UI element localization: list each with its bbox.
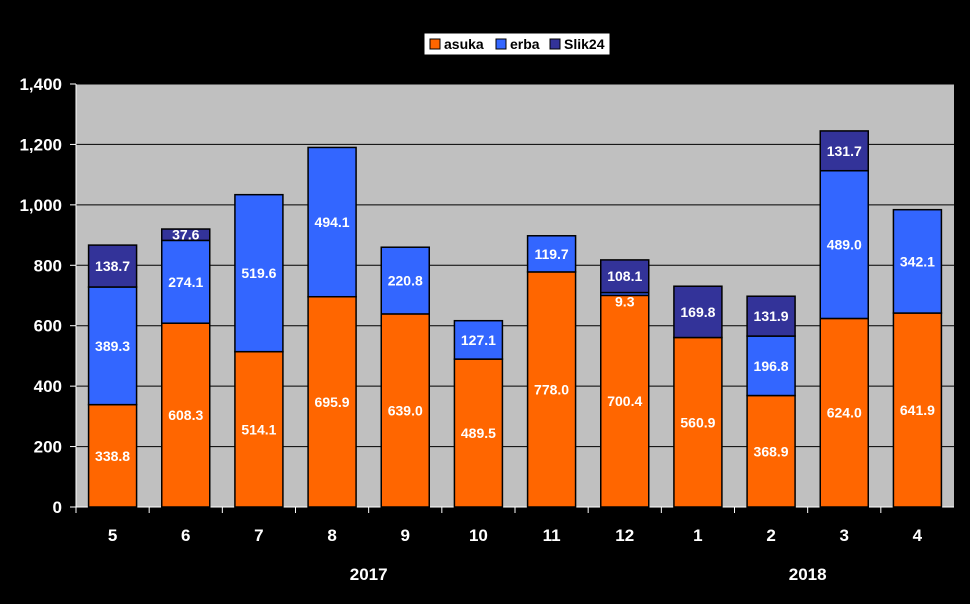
data-label: 338.8 xyxy=(95,448,130,464)
x-category-label: 3 xyxy=(840,526,849,545)
data-label: 196.8 xyxy=(754,358,789,374)
bar-erba-3 xyxy=(819,169,869,320)
legend-swatch-erba xyxy=(495,38,507,50)
x-category-label: 11 xyxy=(543,526,561,545)
x-category-label: 2 xyxy=(766,526,775,545)
data-label: 274.1 xyxy=(168,274,203,290)
x-category-label: 9 xyxy=(401,526,410,545)
data-label: 108.1 xyxy=(607,268,642,284)
legend-box xyxy=(423,32,611,56)
legend-label-slik24: Slik24 xyxy=(564,36,605,52)
bar-erba-5 xyxy=(87,286,138,406)
data-label: 560.9 xyxy=(680,414,715,430)
bar-asuka-6 xyxy=(161,322,211,508)
x-year-label: 2017 xyxy=(350,565,388,584)
x-category-label: 10 xyxy=(469,526,488,545)
data-label: 169.8 xyxy=(680,304,715,320)
bar-erba-7 xyxy=(234,193,284,353)
bar-asuka-11 xyxy=(526,271,577,508)
plot-area xyxy=(76,84,954,507)
x-category-label: 6 xyxy=(181,526,190,545)
bar-erba-2 xyxy=(746,335,796,397)
y-tick-label: 0 xyxy=(53,498,62,517)
data-label: 131.9 xyxy=(754,308,789,324)
bar-slik24-3 xyxy=(819,130,869,172)
bar-asuka-5 xyxy=(87,403,138,508)
bar-asuka-7 xyxy=(234,350,284,508)
data-label: 700.4 xyxy=(607,393,642,409)
data-label: 514.1 xyxy=(241,421,276,437)
x-category-label: 8 xyxy=(327,526,336,545)
data-label: 368.9 xyxy=(754,443,789,459)
data-label: 641.9 xyxy=(900,402,935,418)
data-label: 489.5 xyxy=(461,425,496,441)
data-label: 489.0 xyxy=(827,237,862,253)
x-category-label: 5 xyxy=(108,526,117,545)
bar-asuka-4 xyxy=(892,312,943,508)
data-label: 9.3 xyxy=(615,294,635,310)
data-label: 519.6 xyxy=(241,265,276,281)
x-category-label: 1 xyxy=(693,526,702,545)
data-label: 131.7 xyxy=(827,143,862,159)
data-label: 138.7 xyxy=(95,258,130,274)
bar-slik24-6 xyxy=(161,228,211,242)
y-tick-label: 1,200 xyxy=(19,135,62,154)
bar-slik24-2 xyxy=(746,295,796,337)
y-tick-label: 1,000 xyxy=(19,196,62,215)
bar-slik24-1 xyxy=(673,285,723,339)
legend-label-erba: erba xyxy=(510,36,540,52)
data-label: 119.7 xyxy=(534,246,568,262)
x-category-label: 7 xyxy=(254,526,263,545)
legend-label-asuka: asuka xyxy=(444,36,484,52)
legend-swatch-slik24 xyxy=(549,38,561,50)
bar-asuka-1 xyxy=(673,336,723,508)
bar-asuka-10 xyxy=(453,358,504,508)
bar-asuka-12 xyxy=(600,294,650,508)
data-label: 494.1 xyxy=(315,214,350,230)
bar-erba-11 xyxy=(526,235,577,273)
y-tick-label: 600 xyxy=(34,317,62,336)
bar-erba-10 xyxy=(453,319,504,360)
bar-asuka-8 xyxy=(307,295,357,508)
data-label: 37.6 xyxy=(172,227,199,243)
bar-asuka-9 xyxy=(380,313,430,508)
bar-slik24-5 xyxy=(87,244,138,288)
data-label: 342.1 xyxy=(900,253,935,269)
legend-swatch-asuka xyxy=(429,38,441,50)
x-category-label: 4 xyxy=(913,526,923,545)
data-label: 624.0 xyxy=(827,405,862,421)
y-tick-label: 1,400 xyxy=(19,75,62,94)
data-label: 389.3 xyxy=(95,338,130,354)
bar-erba-8 xyxy=(307,146,357,298)
x-year-label: 2018 xyxy=(789,565,827,584)
bar-erba-9 xyxy=(380,246,430,315)
data-label: 127.1 xyxy=(461,332,496,348)
bar-erba-6 xyxy=(161,239,211,324)
bar-slik24-12 xyxy=(600,259,650,294)
data-label: 778.0 xyxy=(534,381,569,397)
data-label: 608.3 xyxy=(168,407,203,423)
x-category-label: 12 xyxy=(615,526,634,545)
data-label: 220.8 xyxy=(388,273,423,289)
y-tick-label: 200 xyxy=(34,438,62,457)
bar-erba-4 xyxy=(892,208,943,314)
y-tick-label: 800 xyxy=(34,256,62,275)
y-tick-label: 400 xyxy=(34,377,62,396)
data-label: 639.0 xyxy=(388,402,423,418)
data-label: 695.9 xyxy=(315,394,350,410)
